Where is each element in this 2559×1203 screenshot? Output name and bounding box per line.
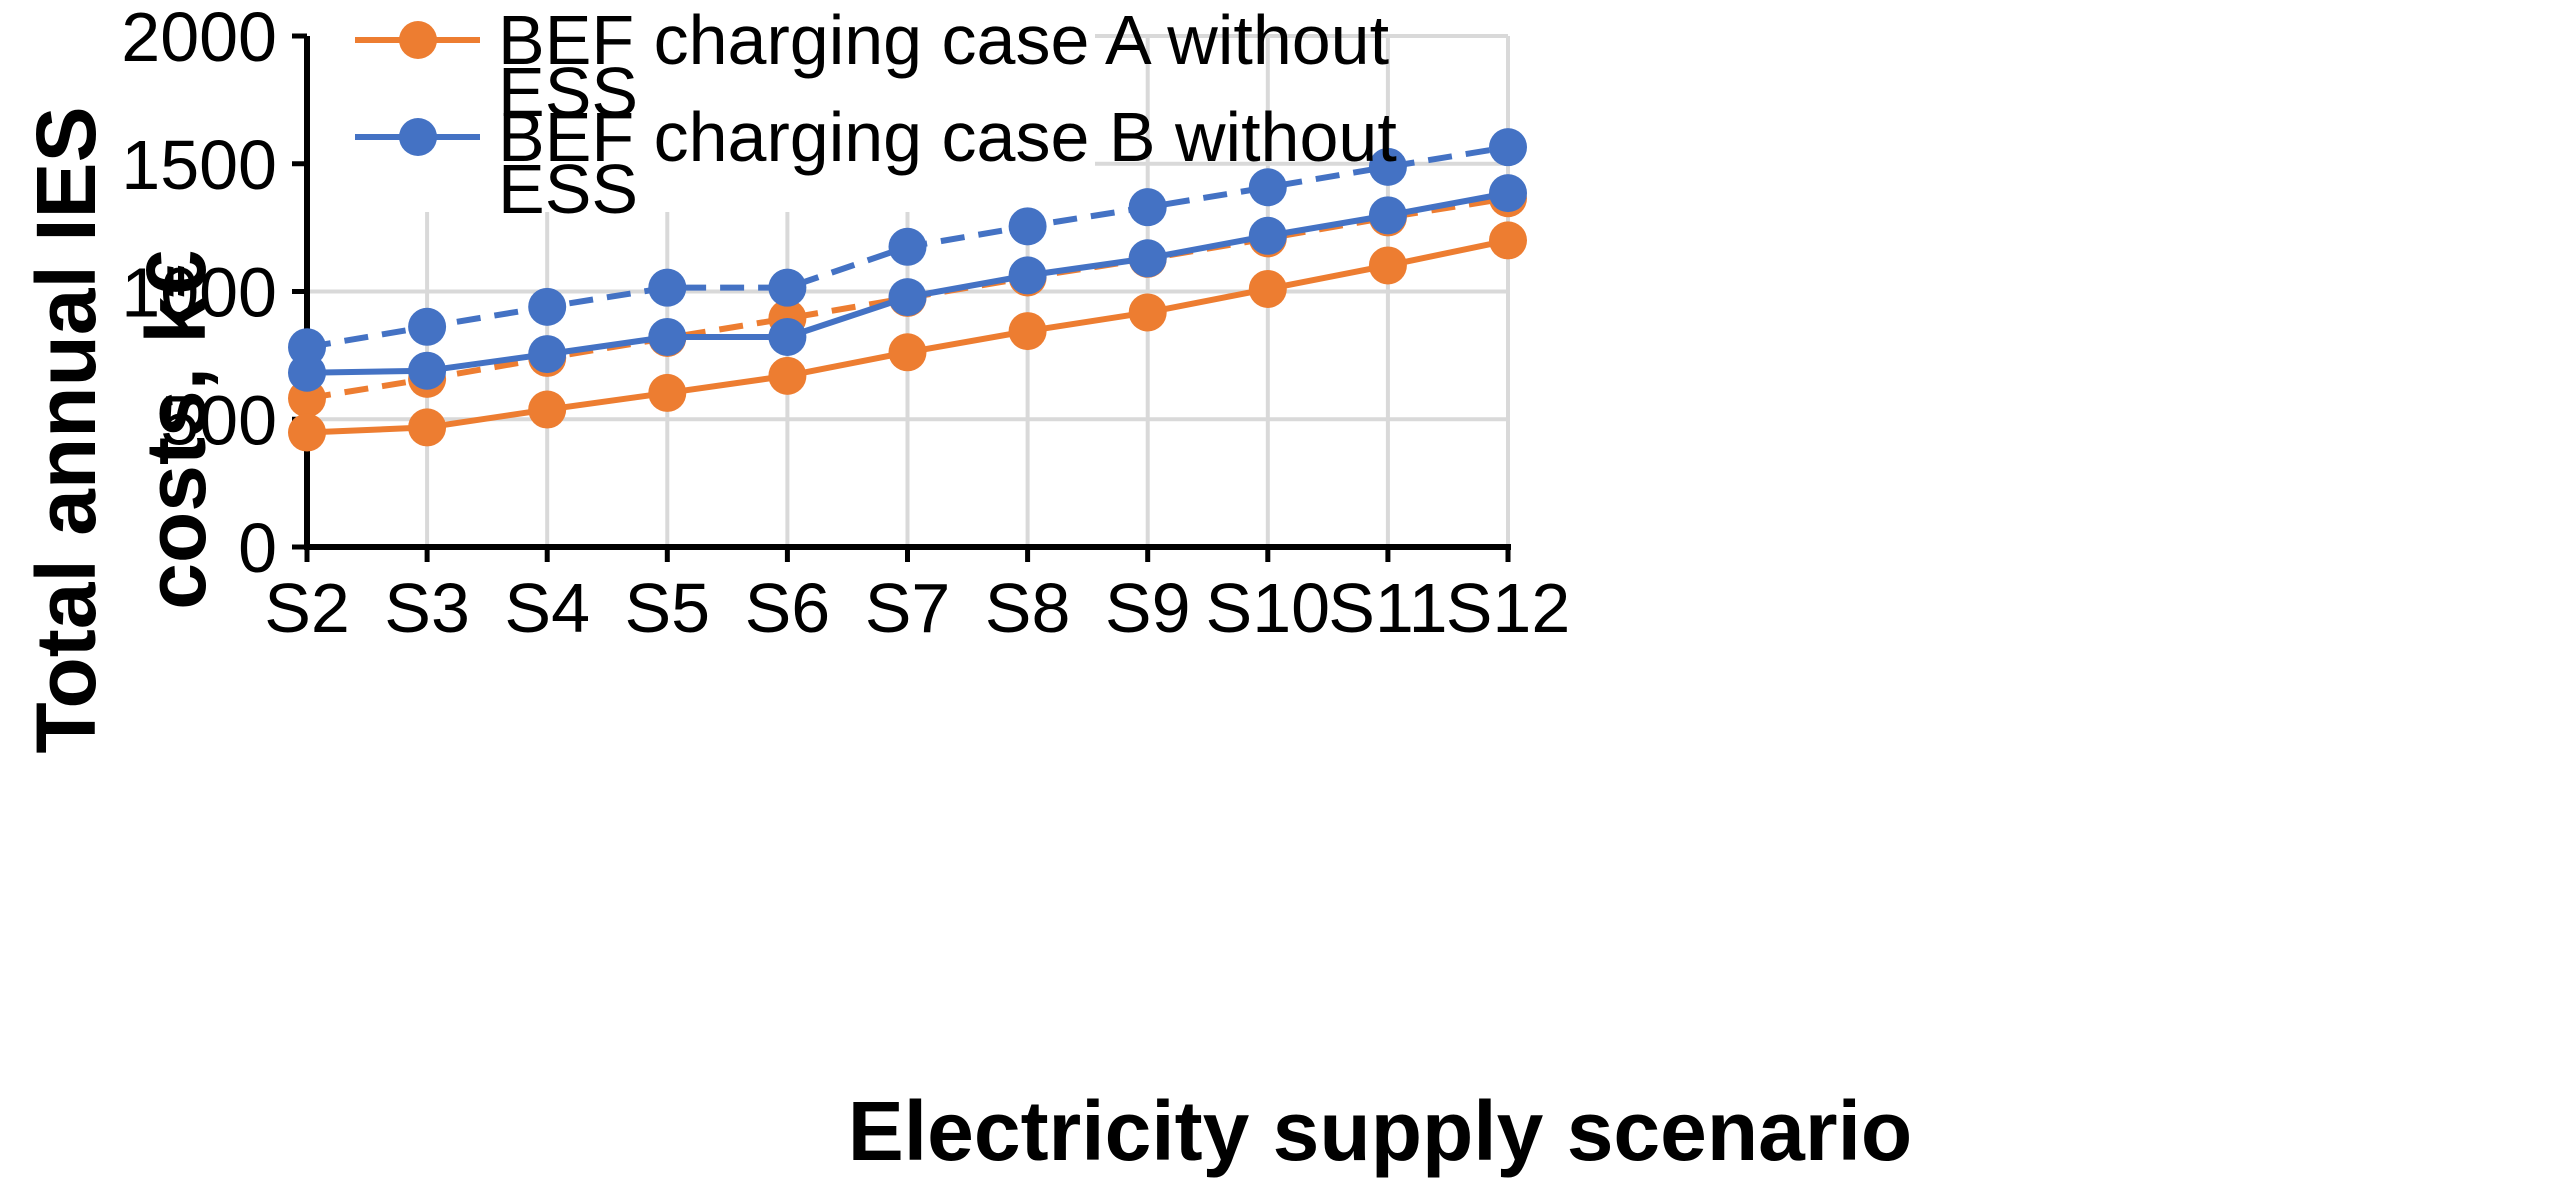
data-point: [1248, 168, 1287, 207]
y-tick-label: 1500: [121, 126, 277, 204]
data-point: [408, 408, 447, 447]
legend-marker: [399, 118, 437, 156]
data-point: [648, 373, 687, 412]
x-tick-label: S2: [264, 569, 350, 647]
y-tick-label: 1000: [121, 254, 277, 332]
data-point: [288, 413, 326, 452]
data-point: [1128, 188, 1167, 227]
x-tick-label: S3: [384, 569, 470, 647]
data-point: [888, 278, 927, 317]
x-tick-label: S4: [504, 569, 590, 647]
data-point: [1008, 207, 1047, 246]
series-layer: [288, 128, 1527, 452]
data-point: [408, 307, 447, 346]
legend-marker: [399, 21, 437, 59]
y-tick-label: 2000: [121, 0, 277, 76]
data-point: [528, 390, 567, 429]
y-tick-label: 500: [160, 381, 277, 459]
legend-label: BEF charging case A without: [498, 1, 1389, 79]
x-tick-label: S6: [745, 569, 831, 647]
data-point: [1008, 256, 1047, 295]
x-tick-label: S11: [1328, 569, 1447, 647]
data-point: [1128, 239, 1167, 278]
data-point: [1489, 174, 1527, 213]
series-2: [288, 174, 1527, 392]
series-4: [288, 128, 1527, 367]
data-point: [528, 335, 567, 374]
data-point: [888, 227, 927, 266]
data-point: [1368, 246, 1407, 285]
y-axis-title-line-1: Total annual IES: [19, 106, 113, 753]
data-point: [288, 353, 326, 392]
y-tick-label: 0: [238, 509, 277, 587]
data-point: [1008, 312, 1047, 351]
legend-label: ESS: [498, 53, 638, 131]
x-tick-label: S10: [1206, 569, 1331, 647]
x-tick-label: S5: [624, 569, 710, 647]
tick-labels: 0 500 1000 1500 2000 S2 S3 S4 S5 S6 S7 S8 S9 S10S11S1…: [121, 0, 1570, 647]
data-point: [768, 268, 807, 307]
data-point: [648, 317, 687, 356]
x-tick-label: S7: [865, 569, 951, 647]
legend-label: BEF charging case B without: [498, 98, 1397, 176]
data-point: [768, 356, 807, 395]
data-point: [1368, 196, 1407, 235]
x-tick-label: S12: [1446, 569, 1571, 647]
x-tick-label: S9: [1105, 569, 1191, 647]
series-1: [288, 221, 1527, 452]
y-axis-title-line-2: costs, k€: [129, 250, 223, 610]
x-axis-title: Electricity supply scenario: [848, 1084, 1912, 1178]
data-point: [648, 268, 687, 307]
gridlines: [307, 34, 1510, 547]
data-point: [408, 351, 447, 390]
data-point: [1248, 269, 1287, 308]
data-point: [1128, 293, 1167, 332]
data-point: [1368, 147, 1407, 186]
data-point: [1248, 216, 1287, 255]
data-point: [768, 317, 807, 356]
data-point: [888, 333, 927, 372]
legend-label: ESS: [498, 150, 638, 228]
x-tick-label: S8: [985, 569, 1071, 647]
data-point: [528, 287, 567, 326]
data-point: [1489, 128, 1527, 167]
data-point: [1489, 221, 1527, 260]
